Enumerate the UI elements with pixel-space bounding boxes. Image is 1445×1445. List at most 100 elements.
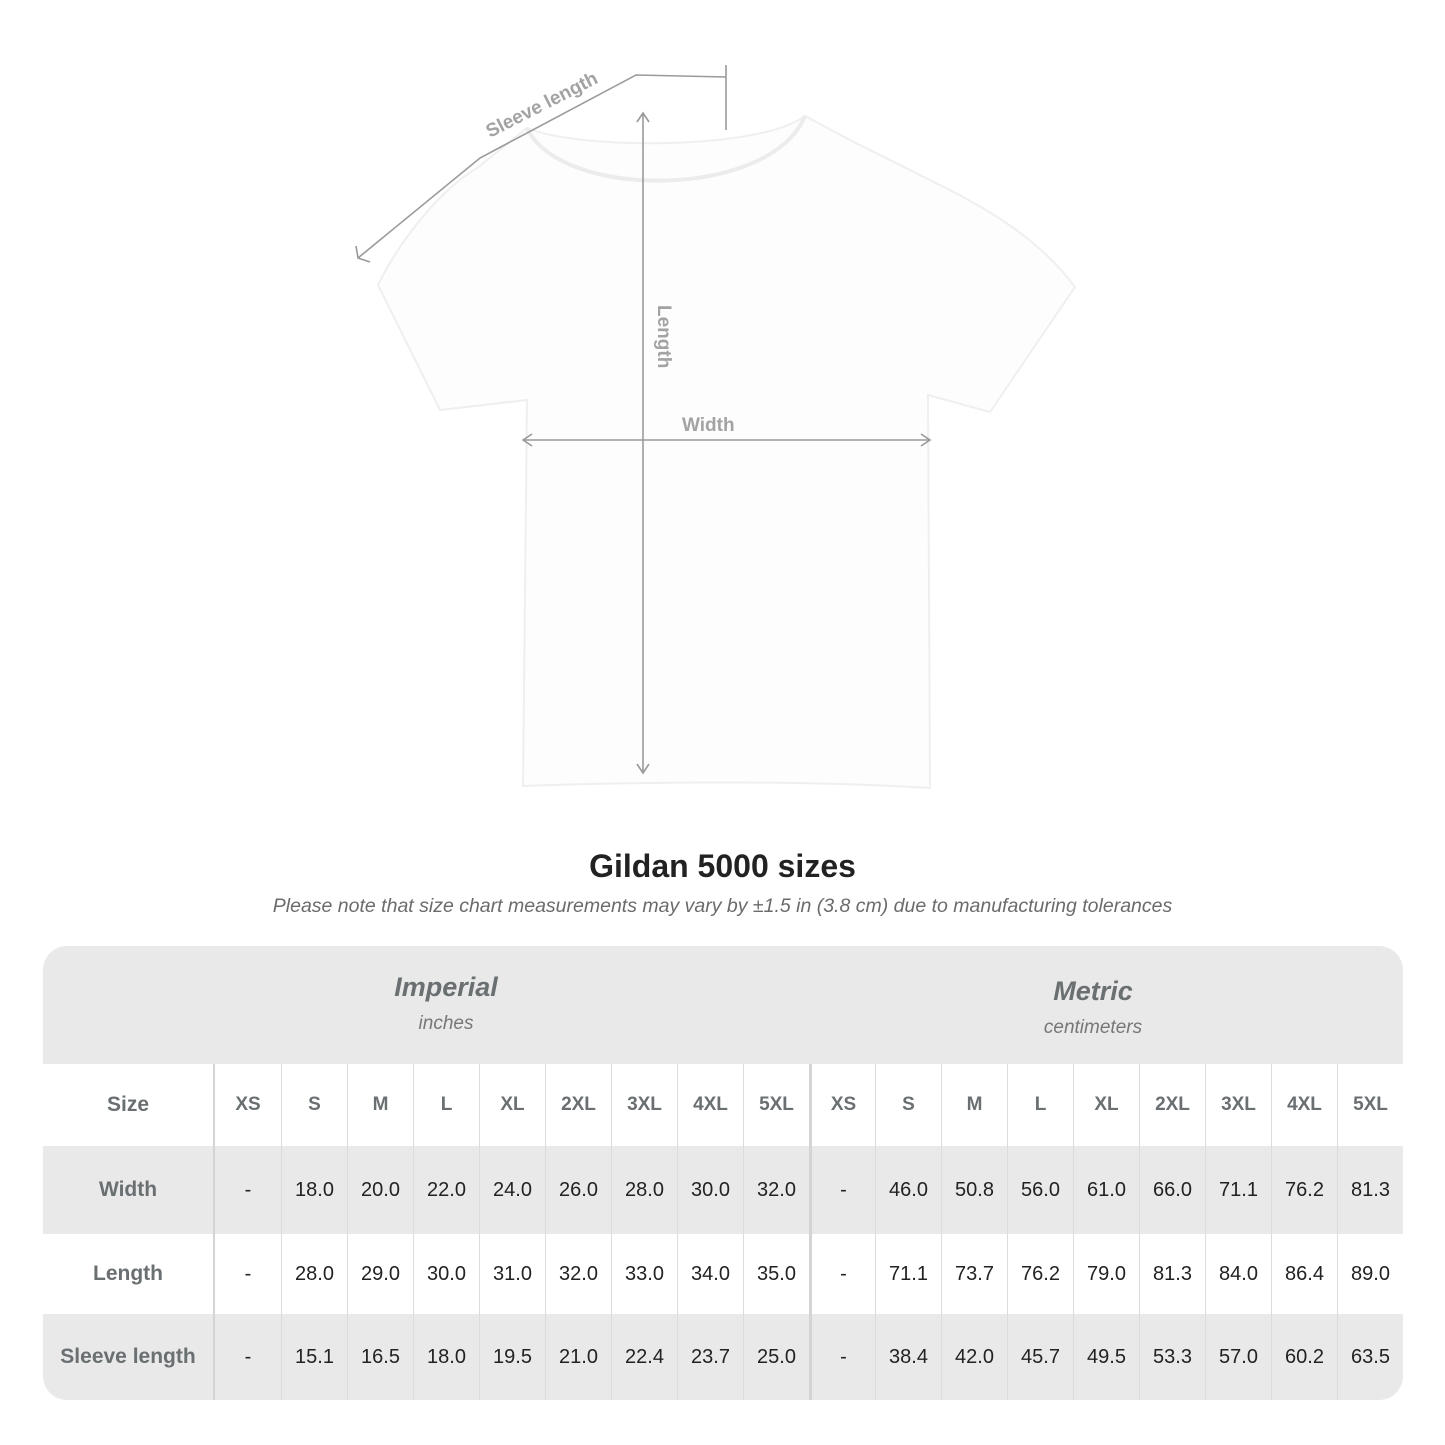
size-header-cell: M — [941, 1064, 1007, 1146]
table-cell: 63.5 — [1337, 1314, 1403, 1400]
table-row: Width -18.0 20.0 22.0 24.0 26.0 28.0 30.0 32.0-4… — [43, 1146, 1403, 1234]
row-label: Length — [43, 1234, 215, 1314]
table-cell: 32.0 — [545, 1234, 611, 1314]
length-label: Length — [653, 305, 674, 368]
table-cell: - — [244, 1345, 252, 1368]
table-cell: 61.0 — [1073, 1146, 1139, 1234]
tshirt-collar — [525, 115, 807, 183]
table-cell: 31.0 — [479, 1234, 545, 1314]
table-cell: 18.0 — [413, 1314, 479, 1400]
size-header-cell: L — [413, 1064, 479, 1146]
width-label: Width — [682, 415, 735, 436]
table-cell: 28.0 — [611, 1146, 677, 1234]
table-cell: 66.0 — [1139, 1146, 1205, 1234]
table-cell: 28.0 — [281, 1234, 347, 1314]
row-label: Sleeve length — [43, 1314, 215, 1400]
size-header-cell: L — [1007, 1064, 1073, 1146]
table-cell: 46.0 — [875, 1146, 941, 1234]
table-cell: 57.0 — [1205, 1314, 1271, 1400]
table-cell: 33.0 — [611, 1234, 677, 1314]
size-header-cell: 4XL — [1271, 1064, 1337, 1146]
size-header-cell: XL — [479, 1064, 545, 1146]
size-header-cell: 2XL — [1139, 1064, 1205, 1146]
size-header-cell: 3XL — [1205, 1064, 1271, 1146]
table-cell: 76.2 — [1271, 1146, 1337, 1234]
row-label: Width — [43, 1146, 215, 1234]
table-cell: 22.4 — [611, 1314, 677, 1400]
table-cell: 30.0 — [677, 1146, 743, 1234]
size-header-cell: M — [347, 1064, 413, 1146]
group-title: Metric — [1053, 976, 1133, 1006]
table-header: Imperial inches Metric centimeters — [43, 946, 1403, 1064]
table-cell: 42.0 — [941, 1314, 1007, 1400]
metric-group: Metric centimeters — [809, 976, 1377, 1039]
size-header-cell: 5XL — [743, 1064, 809, 1146]
imperial-group: Imperial inches — [215, 972, 677, 1035]
width-arrow-right — [920, 433, 932, 447]
table-cell: 56.0 — [1007, 1146, 1073, 1234]
table-cell: 50.8 — [941, 1146, 1007, 1234]
page-title: Gildan 5000 sizes — [589, 848, 856, 884]
table-cell: 20.0 — [347, 1146, 413, 1234]
length-arrow-top — [636, 111, 650, 123]
table-cell: - — [244, 1178, 252, 1201]
table-cell: 23.7 — [677, 1314, 743, 1400]
table-cell: 38.4 — [875, 1314, 941, 1400]
table-cell: - — [244, 1262, 252, 1285]
table-cell: 53.3 — [1139, 1314, 1205, 1400]
table-cell: 81.3 — [1139, 1234, 1205, 1314]
table-cell: 22.0 — [413, 1146, 479, 1234]
table-cell: 30.0 — [413, 1234, 479, 1314]
size-header-cell: 5XL — [1337, 1064, 1403, 1146]
table-cell: 19.5 — [479, 1314, 545, 1400]
size-header-cell: S — [281, 1064, 347, 1146]
table-cell: 29.0 — [347, 1234, 413, 1314]
table-cell: 76.2 — [1007, 1234, 1073, 1314]
size-header-cell: XS — [809, 1064, 875, 1146]
tshirt-shape — [376, 114, 1077, 790]
table-row: Sleeve length - 15.1 16.5 18.0 19.5 21.0 22.4 23… — [43, 1314, 1403, 1400]
table-cell: 84.0 — [1205, 1234, 1271, 1314]
table-cell: 89.0 — [1337, 1234, 1403, 1314]
table-cell: 21.0 — [545, 1314, 611, 1400]
table-cell: 71.1 — [1205, 1146, 1271, 1234]
table-cell: 26.0 — [545, 1146, 611, 1234]
table-cell: 25.0 — [743, 1314, 809, 1400]
table-cell: 60.2 — [1271, 1314, 1337, 1400]
table-cell: 18.0 — [281, 1146, 347, 1234]
sleeve-length-label: Sleeve length — [483, 68, 602, 142]
size-header-cell: XS — [235, 1094, 261, 1115]
table-cell: 24.0 — [479, 1146, 545, 1234]
table-cell: 49.5 — [1073, 1314, 1139, 1400]
width-arrow-left — [521, 433, 533, 447]
size-header-cell: S — [875, 1064, 941, 1146]
table-cell: - — [809, 1234, 875, 1314]
table-cell: 86.4 — [1271, 1234, 1337, 1314]
size-header-cell: XL — [1073, 1064, 1139, 1146]
table-cell: 81.3 — [1337, 1146, 1403, 1234]
size-header-cell: 2XL — [545, 1064, 611, 1146]
sleeve-measure-line — [357, 74, 727, 259]
group-unit: centimeters — [1043, 1017, 1143, 1038]
sleeve-arrow-left — [355, 245, 371, 263]
size-table: Imperial inches Metric centimeters Size X… — [43, 946, 1403, 1400]
table-cell: - — [809, 1314, 875, 1400]
table-cell: 32.0 — [743, 1146, 809, 1234]
table-cell: - — [809, 1146, 875, 1234]
row-label: Size — [43, 1064, 215, 1146]
size-header-cell: 4XL — [677, 1064, 743, 1146]
table-row: Length -28.0 29.0 30.0 31.0 32.0 33.0 34.0 35.0-… — [43, 1234, 1403, 1314]
tshirt-diagram: Sleeve length Length Width — [355, 65, 1077, 790]
table-cell: 15.1 — [281, 1314, 347, 1400]
group-unit: inches — [418, 1013, 474, 1034]
sizes-row: Size XS S M L XL 2XL 3XL 4XL 5XL XS S M L XL 2XL 3XL 4XL 5… — [43, 1064, 1403, 1146]
table-cell: 35.0 — [743, 1234, 809, 1314]
group-title: Imperial — [394, 972, 498, 1002]
size-header-cell: 3XL — [611, 1064, 677, 1146]
tolerance-note: Please note that size chart measurements… — [272, 895, 1173, 917]
table-cell: 34.0 — [677, 1234, 743, 1314]
table-cell: 79.0 — [1073, 1234, 1139, 1314]
table-cell: 16.5 — [347, 1314, 413, 1400]
table-cell: 71.1 — [875, 1234, 941, 1314]
length-arrow-bottom — [636, 763, 650, 775]
